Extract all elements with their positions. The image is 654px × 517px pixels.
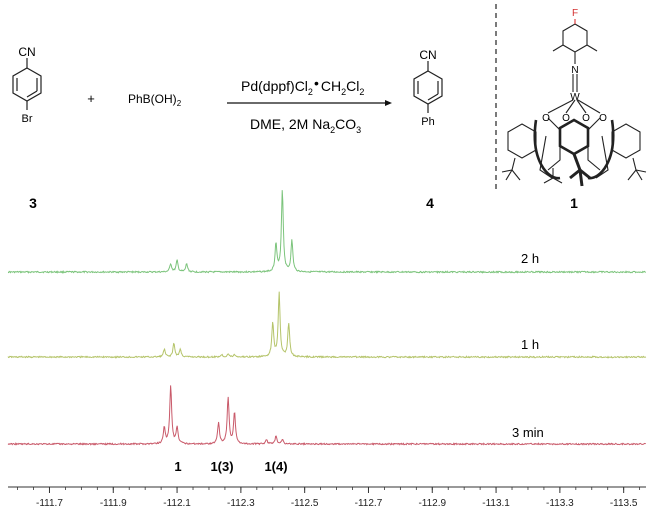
compound-label-1: 1 — [570, 195, 578, 211]
cn-label-3: CN — [18, 45, 35, 59]
compound-label-3: 3 — [29, 195, 37, 211]
reaction-arrow — [227, 100, 392, 106]
x-tick-label: -113.1 — [482, 498, 510, 509]
oxygen-atom-2: O — [562, 113, 570, 124]
spectrum-trace-1h — [7, 291, 647, 359]
structure-4 — [413, 61, 443, 113]
x-tick-label: -112.1 — [163, 498, 191, 509]
fluorine-atom: F — [572, 8, 578, 19]
compound-label-4: 4 — [426, 195, 434, 211]
spectrum-label-3min: 3 min — [512, 425, 544, 440]
oxygen-atom-1: O — [542, 113, 550, 124]
ph-label-4: Ph — [421, 116, 434, 128]
spectrum-trace-2h — [7, 190, 646, 274]
x-axis: -111.7 -111.9 -112.1 -112.3 -112.5 -112.7 -112… — [8, 486, 646, 509]
x-tick-label: -112.5 — [291, 498, 319, 509]
x-tick-label: -111.9 — [100, 498, 127, 509]
cn-label-4: CN — [419, 48, 436, 62]
nitrogen-atom: N — [571, 65, 578, 76]
peak-label-1-4: 1(4) — [264, 459, 287, 474]
x-tick-label: -112.7 — [355, 498, 383, 509]
conditions-bottom: DME, 2M Na2CO3 — [250, 116, 361, 135]
boronic-acid-label: PhB(OH)2 — [128, 92, 182, 108]
conditions-top: Pd(dppf)Cl2• CH2Cl2 — [241, 75, 364, 97]
oxygen-atom-4: O — [599, 113, 607, 124]
plus-sign: + — [87, 91, 95, 106]
x-tick-label: -113.5 — [610, 498, 638, 509]
x-tick-label: -112.3 — [227, 498, 255, 509]
structure-1 — [501, 19, 647, 187]
peak-label-1: 1 — [174, 459, 181, 474]
spectrum-label-2h: 2 h — [521, 251, 539, 266]
peak-label-1-3: 1(3) — [210, 459, 233, 474]
x-tick-label: -111.7 — [36, 498, 63, 509]
x-tick-label: -112.9 — [418, 498, 446, 509]
spectra-layer — [7, 190, 647, 446]
spectrum-label-1h: 1 h — [521, 337, 539, 352]
boronic-acid-base: PhB(OH) — [128, 92, 177, 106]
boronic-acid-sub: 2 — [177, 99, 182, 108]
spectrum-trace-3min — [7, 385, 646, 446]
tungsten-atom: W — [570, 92, 580, 103]
x-tick-label: -113.3 — [546, 498, 574, 509]
br-label-3: Br — [22, 113, 33, 125]
oxygen-atom-3: O — [582, 113, 590, 124]
structure-3 — [12, 58, 42, 110]
